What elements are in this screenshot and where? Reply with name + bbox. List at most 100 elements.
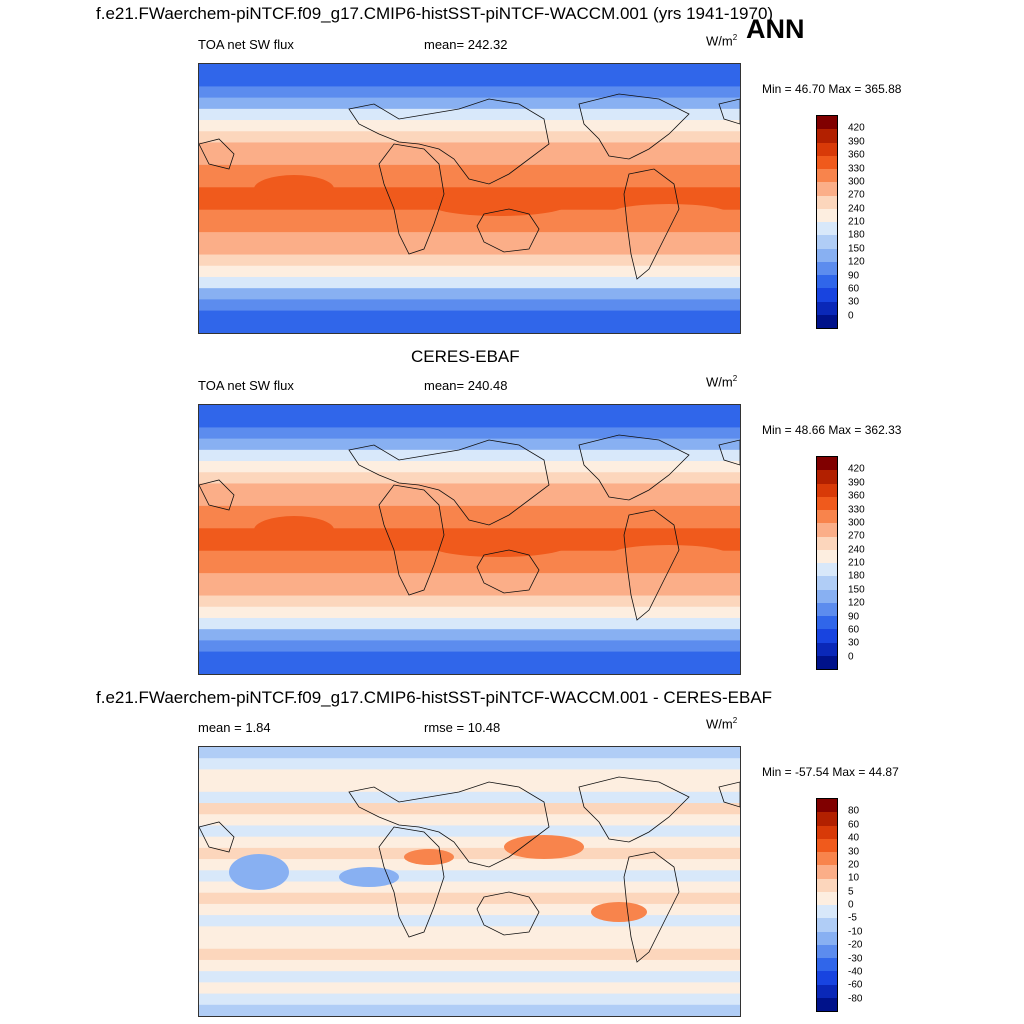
colorbar-swatch <box>817 799 837 813</box>
units-base: W/m <box>706 716 733 732</box>
panel2-units: W/m2 <box>706 374 737 389</box>
map-band <box>199 859 740 871</box>
colorbar-tick-label: 150 <box>848 584 865 596</box>
map-band <box>199 86 740 99</box>
map-band <box>199 120 740 132</box>
colorbar-tick-label: 330 <box>848 504 865 515</box>
panel1-map <box>198 63 741 334</box>
colorbar-swatch <box>817 563 837 577</box>
map-band <box>199 265 740 278</box>
map-band <box>199 561 740 574</box>
map-band <box>199 948 740 961</box>
map-band <box>199 494 740 507</box>
panel1-mean: mean= 242.32 <box>424 37 508 52</box>
colorbar-swatch <box>817 549 837 563</box>
colorbar-swatch <box>817 812 837 826</box>
map-band <box>199 780 740 793</box>
colorbar-tick-label: 0 <box>848 310 854 322</box>
colorbar-swatch <box>817 931 837 945</box>
colorbar-swatch <box>817 825 837 839</box>
coastline <box>476 208 540 253</box>
colorbar-swatch <box>817 142 837 156</box>
panel2-title: CERES-EBAF <box>411 347 520 366</box>
colorbar-swatch <box>817 301 837 315</box>
map-band <box>199 75 740 87</box>
colorbar-swatch <box>817 997 837 1011</box>
colorbar-swatch <box>817 222 837 236</box>
map-band <box>199 131 740 143</box>
colorbar-swatch <box>817 616 837 630</box>
colorbar-swatch <box>817 918 837 932</box>
colorbar-swatch <box>817 838 837 852</box>
map-band <box>199 472 740 484</box>
map-band <box>199 427 740 440</box>
coastline <box>348 781 550 868</box>
map-band <box>199 321 740 333</box>
coastline <box>476 549 540 594</box>
map-band <box>199 617 740 630</box>
panel1-units: W/m2 <box>706 33 737 48</box>
map-band <box>199 769 740 782</box>
colorbar-tick-label: 210 <box>848 557 865 569</box>
panel3-colorbar <box>816 798 838 1012</box>
map-anomaly <box>504 835 584 859</box>
map-band <box>199 595 740 608</box>
colorbar-swatch <box>817 195 837 209</box>
colorbar-tick-label: 180 <box>848 570 865 582</box>
coastline <box>199 821 235 853</box>
map-band <box>199 153 740 166</box>
map-anomaly <box>404 849 454 865</box>
colorbar-tick-label: 120 <box>848 256 865 268</box>
colorbar-swatch <box>817 878 837 892</box>
colorbar-swatch <box>817 602 837 616</box>
coastline <box>348 98 550 185</box>
colorbar-tick-label: 0 <box>848 899 854 911</box>
coastline <box>378 143 445 255</box>
map-band <box>199 881 740 894</box>
panel1-title: f.e21.FWaerchem-piNTCF.f09_g17.CMIP6-his… <box>96 4 774 23</box>
colorbar-swatch <box>817 314 837 328</box>
map-band <box>199 310 740 323</box>
panel3-rmse: rmse = 10.48 <box>424 720 501 735</box>
colorbar-tick-label: 5 <box>848 886 854 898</box>
coastline <box>623 851 680 963</box>
colorbar-tick-label: -60 <box>848 979 863 991</box>
colorbar-tick-label: 390 <box>848 136 865 148</box>
map-band <box>199 461 740 473</box>
colorbar-tick-label: 40 <box>848 832 860 844</box>
panel2-variable: TOA net SW flux <box>198 378 294 393</box>
coastline <box>718 781 740 808</box>
coastline <box>348 439 550 526</box>
map-band <box>199 220 740 233</box>
map-band <box>199 993 740 1006</box>
map-anomaly <box>591 902 647 922</box>
colorbar-tick-label: 60 <box>848 624 860 636</box>
coastline <box>623 168 680 280</box>
map-band <box>199 926 740 939</box>
colorbar-tick-label: 0 <box>848 651 854 663</box>
coastline <box>578 93 690 160</box>
colorbar-swatch <box>817 288 837 302</box>
map-band <box>199 651 740 664</box>
colorbar-tick-label: -30 <box>848 953 863 964</box>
colorbar-tick-label: 240 <box>848 544 865 556</box>
colorbar-swatch <box>817 235 837 249</box>
map-band <box>199 449 740 462</box>
map-band <box>199 971 740 983</box>
colorbar-tick-label: -5 <box>848 912 857 924</box>
colorbar-tick-label: 300 <box>848 517 865 529</box>
panel3-mean: mean = 1.84 <box>198 720 271 735</box>
colorbar-swatch <box>817 589 837 603</box>
map-band <box>199 438 740 451</box>
coastline <box>578 776 690 843</box>
colorbar-swatch <box>817 865 837 879</box>
coastline <box>718 98 740 125</box>
colorbar-tick-label: 300 <box>848 176 865 188</box>
map-band <box>199 903 740 916</box>
colorbar-swatch <box>817 891 837 905</box>
units-exp: 2 <box>732 33 738 42</box>
map-band <box>199 108 740 121</box>
colorbar-swatch <box>817 155 837 169</box>
colorbar-swatch <box>817 248 837 262</box>
map-band <box>199 573 740 585</box>
